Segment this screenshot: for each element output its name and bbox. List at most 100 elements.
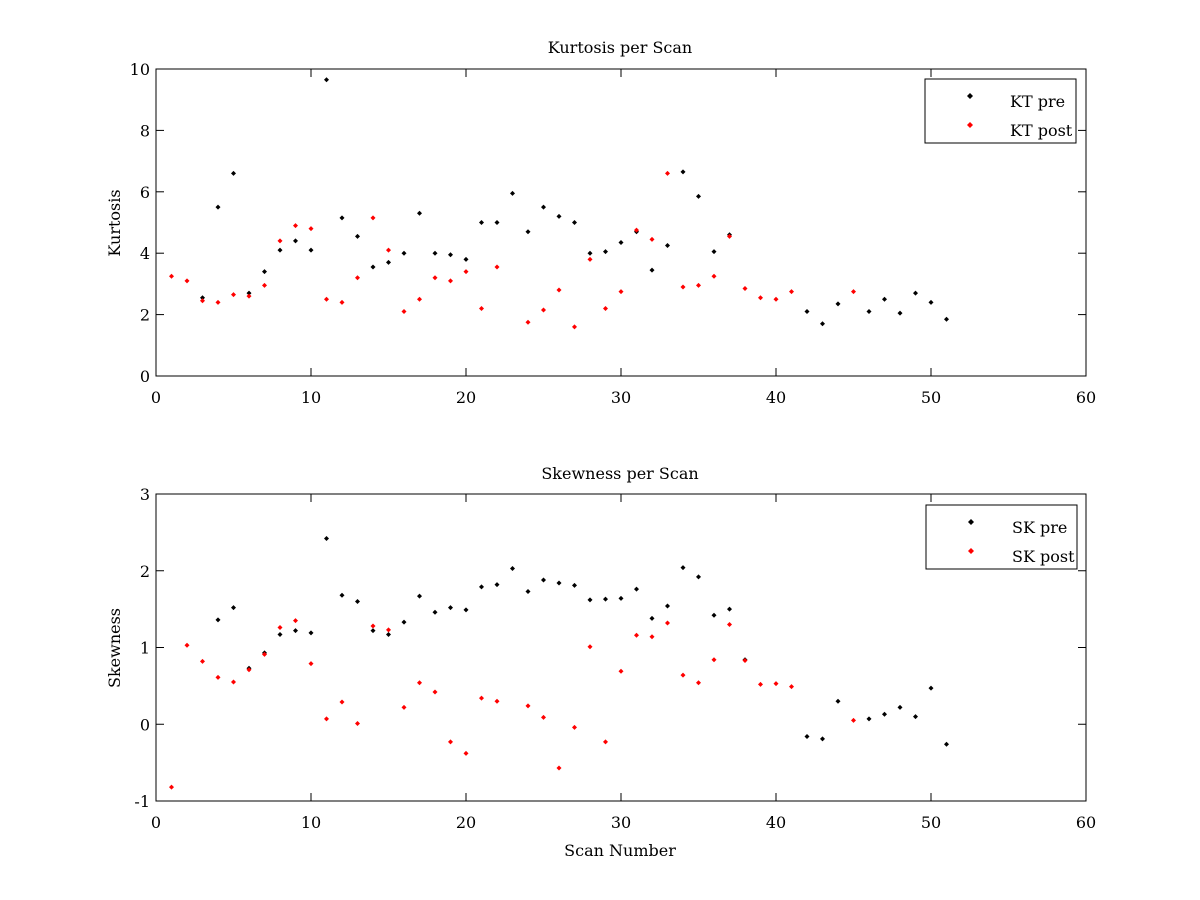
- data-point-kt-post: [572, 324, 577, 330]
- data-point-sk-post: [603, 739, 608, 745]
- data-point-sk-post: [649, 634, 655, 640]
- skewness-x-tick-label: 60: [1076, 813, 1096, 832]
- data-point-sk-pre: [525, 588, 531, 594]
- data-point-kt-pre: [215, 204, 221, 210]
- kurtosis-legend-box: [924, 78, 1077, 144]
- data-point-kt-post: [665, 170, 670, 176]
- kurtosis-legend-label-kt-post: KT post: [1010, 121, 1073, 140]
- data-point-sk-pre: [463, 607, 469, 613]
- data-point-sk-pre: [634, 586, 639, 592]
- data-point-sk-post: [758, 681, 763, 687]
- data-point-sk-post: [184, 642, 190, 648]
- kurtosis-y-tick-label: 6: [140, 183, 150, 202]
- data-point-kt-post: [649, 236, 655, 242]
- data-point-sk-pre: [417, 593, 422, 599]
- data-point-sk-pre: [479, 584, 484, 590]
- data-point-sk-pre: [355, 598, 360, 604]
- data-point-kt-pre: [448, 252, 453, 258]
- data-point-kt-pre: [510, 190, 515, 196]
- data-point-kt-post: [680, 284, 686, 290]
- data-point-kt-post: [355, 275, 360, 281]
- data-point-kt-pre: [417, 210, 422, 216]
- data-point-sk-pre: [696, 574, 701, 580]
- data-point-kt-post: [432, 275, 438, 281]
- data-point-sk-pre: [401, 619, 407, 625]
- data-point-sk-post: [665, 620, 670, 626]
- data-point-kt-pre: [479, 220, 484, 225]
- data-point-kt-post: [758, 295, 763, 301]
- data-point-sk-pre: [649, 615, 655, 621]
- skewness-data-points: [169, 536, 949, 790]
- skewness-y-tick-label: 3: [140, 485, 150, 504]
- data-point-kt-post: [386, 247, 391, 253]
- skewness-plot: Skewness per Scan Skewness Scan Number 0…: [105, 464, 1096, 860]
- data-point-kt-post: [742, 286, 748, 292]
- data-point-sk-post: [742, 658, 748, 664]
- data-point-sk-post: [355, 720, 360, 726]
- kurtosis-y-tick-label: 8: [140, 121, 150, 140]
- kurtosis-y-tick-label: 4: [140, 244, 150, 263]
- kurtosis-x-tick-label: 40: [766, 388, 786, 407]
- data-point-sk-post: [572, 724, 577, 730]
- data-point-sk-post: [215, 674, 221, 680]
- data-point-sk-pre: [680, 565, 686, 571]
- data-point-sk-pre: [603, 596, 608, 602]
- data-point-kt-post: [169, 273, 174, 279]
- data-point-kt-pre: [386, 259, 391, 265]
- skewness-x-tick-label: 0: [151, 813, 161, 832]
- data-point-kt-pre: [711, 249, 717, 255]
- data-point-kt-pre: [246, 290, 252, 296]
- data-point-sk-post: [587, 644, 593, 650]
- data-point-sk-pre: [882, 711, 887, 717]
- data-point-sk-pre: [215, 617, 221, 623]
- data-point-sk-pre: [308, 630, 314, 636]
- data-point-sk-pre: [928, 685, 934, 691]
- data-point-sk-pre: [897, 704, 903, 710]
- data-point-kt-post: [200, 298, 205, 304]
- data-point-kt-pre: [231, 170, 236, 176]
- data-point-sk-post: [324, 716, 329, 722]
- skewness-legend: SK pre SK post: [925, 504, 1078, 570]
- data-point-sk-pre: [386, 631, 391, 637]
- data-point-sk-post: [386, 627, 391, 633]
- data-point-sk-post: [277, 625, 283, 631]
- data-point-sk-post: [494, 698, 500, 704]
- kurtosis-x-tick-label: 60: [1076, 388, 1096, 407]
- data-point-kt-pre: [820, 321, 825, 327]
- data-point-sk-post: [308, 661, 314, 667]
- data-point-sk-pre: [448, 605, 453, 611]
- data-point-kt-post: [789, 289, 794, 295]
- data-point-sk-pre: [804, 734, 810, 740]
- data-point-sk-post: [479, 695, 484, 701]
- data-point-kt-pre: [696, 193, 701, 199]
- data-point-kt-post: [401, 309, 407, 315]
- data-point-kt-post: [215, 299, 221, 305]
- data-point-sk-pre: [618, 595, 624, 601]
- data-point-kt-post: [339, 299, 345, 305]
- skewness-y-axis-label: Skewness: [105, 608, 124, 688]
- data-point-sk-pre: [277, 631, 283, 637]
- data-point-sk-pre: [494, 582, 500, 588]
- data-point-sk-pre: [820, 736, 825, 742]
- data-point-sk-post: [432, 689, 438, 695]
- data-point-sk-pre: [944, 741, 949, 747]
- kurtosis-plot: Kurtosis per Scan Kurtosis 0 10 20 30 40 50 60…: [105, 38, 1096, 407]
- data-point-sk-pre: [231, 605, 236, 611]
- skewness-x-tick-label: 20: [456, 813, 476, 832]
- data-point-kt-pre: [556, 213, 562, 219]
- data-point-kt-pre: [928, 299, 934, 305]
- skewness-x-tick-label: 40: [766, 813, 786, 832]
- data-point-kt-post: [293, 223, 298, 229]
- data-point-sk-post: [169, 784, 174, 790]
- data-point-sk-pre: [835, 698, 841, 704]
- data-point-sk-post: [417, 680, 422, 686]
- data-point-kt-post: [618, 289, 624, 295]
- skewness-y-tick-label: 1: [140, 639, 150, 658]
- data-point-sk-pre: [370, 628, 376, 634]
- data-point-kt-pre: [603, 249, 608, 255]
- data-point-kt-post: [324, 296, 329, 302]
- data-point-kt-pre: [665, 243, 670, 249]
- data-point-sk-post: [727, 621, 732, 627]
